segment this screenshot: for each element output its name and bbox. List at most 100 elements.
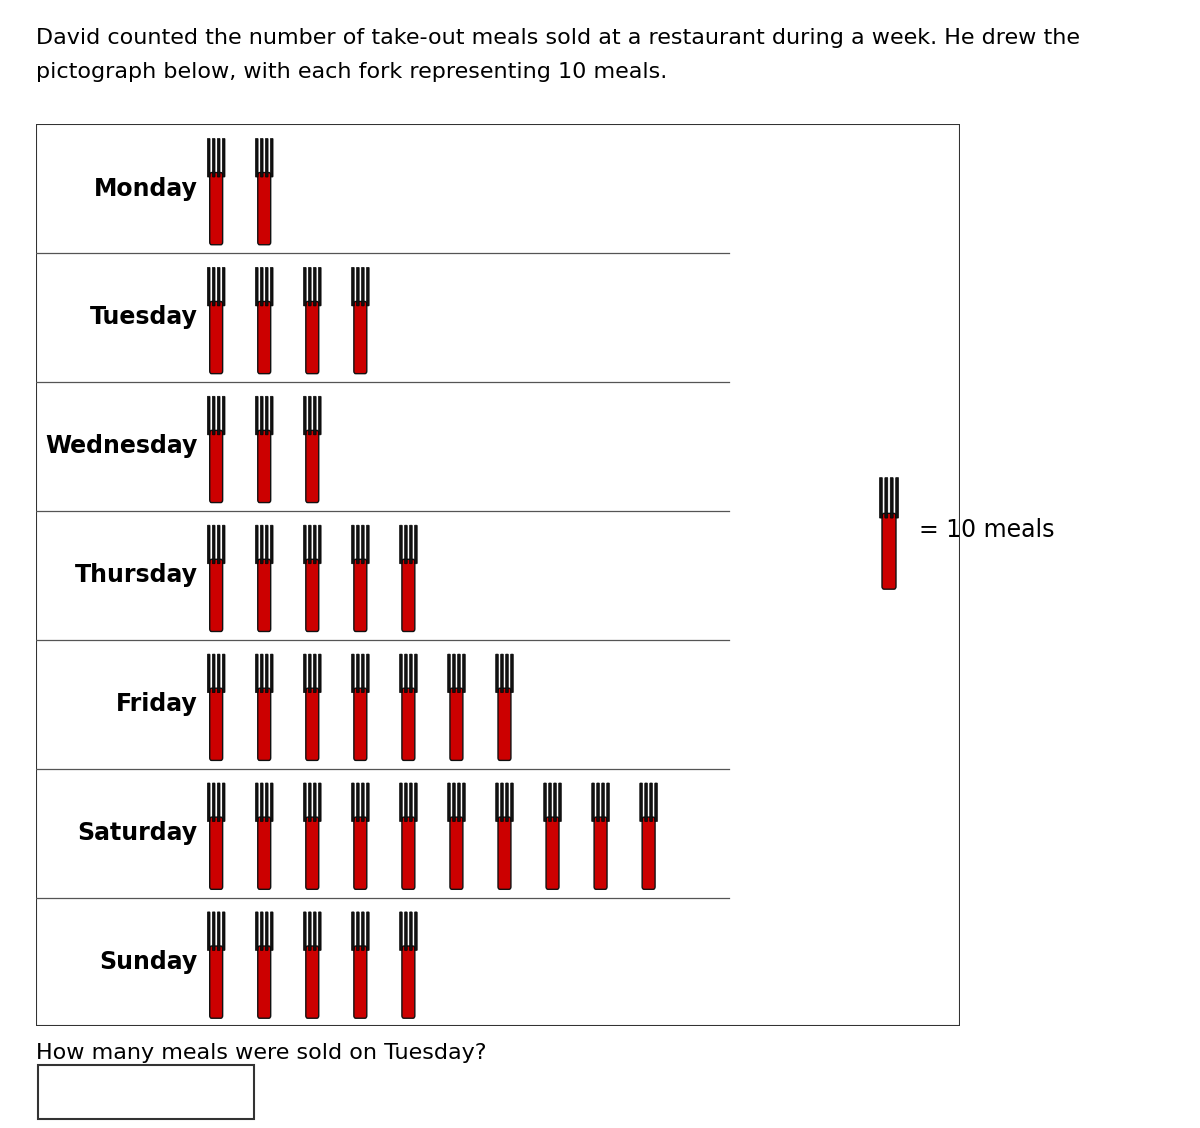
FancyBboxPatch shape [496, 783, 498, 821]
FancyBboxPatch shape [318, 911, 322, 951]
FancyBboxPatch shape [304, 526, 306, 564]
Text: Tuesday: Tuesday [90, 306, 198, 329]
FancyBboxPatch shape [318, 396, 322, 435]
FancyBboxPatch shape [354, 688, 367, 760]
FancyBboxPatch shape [404, 654, 407, 693]
FancyBboxPatch shape [260, 396, 263, 435]
FancyBboxPatch shape [304, 911, 306, 951]
FancyBboxPatch shape [306, 559, 319, 632]
FancyBboxPatch shape [366, 783, 370, 821]
FancyBboxPatch shape [208, 911, 210, 951]
FancyBboxPatch shape [265, 526, 268, 564]
FancyBboxPatch shape [402, 946, 415, 1019]
FancyBboxPatch shape [308, 911, 311, 951]
FancyBboxPatch shape [217, 783, 220, 821]
Text: Saturday: Saturday [78, 821, 198, 845]
FancyBboxPatch shape [498, 817, 511, 889]
FancyBboxPatch shape [217, 911, 220, 951]
FancyBboxPatch shape [222, 267, 226, 306]
FancyBboxPatch shape [414, 526, 418, 564]
FancyBboxPatch shape [258, 431, 271, 503]
FancyBboxPatch shape [880, 477, 882, 518]
FancyBboxPatch shape [404, 526, 407, 564]
FancyBboxPatch shape [361, 783, 365, 821]
FancyBboxPatch shape [258, 817, 271, 889]
FancyBboxPatch shape [306, 688, 319, 760]
FancyBboxPatch shape [601, 783, 605, 821]
FancyBboxPatch shape [354, 559, 367, 632]
FancyBboxPatch shape [354, 817, 367, 889]
FancyBboxPatch shape [222, 139, 226, 177]
Text: How many meals were sold on Tuesday?: How many meals were sold on Tuesday? [36, 1043, 486, 1064]
FancyBboxPatch shape [222, 396, 226, 435]
Text: Monday: Monday [94, 177, 198, 201]
FancyBboxPatch shape [313, 396, 316, 435]
FancyBboxPatch shape [306, 946, 319, 1019]
FancyBboxPatch shape [210, 946, 223, 1019]
FancyBboxPatch shape [270, 396, 274, 435]
FancyBboxPatch shape [258, 301, 271, 373]
FancyBboxPatch shape [217, 139, 220, 177]
FancyBboxPatch shape [308, 267, 311, 306]
FancyBboxPatch shape [217, 654, 220, 693]
FancyBboxPatch shape [402, 688, 415, 760]
FancyBboxPatch shape [308, 783, 311, 821]
FancyBboxPatch shape [318, 526, 322, 564]
FancyBboxPatch shape [882, 513, 896, 589]
FancyBboxPatch shape [270, 526, 274, 564]
FancyBboxPatch shape [462, 783, 466, 821]
FancyBboxPatch shape [256, 396, 258, 435]
Text: = 10 meals: = 10 meals [919, 518, 1055, 543]
FancyBboxPatch shape [258, 559, 271, 632]
FancyBboxPatch shape [553, 783, 557, 821]
FancyBboxPatch shape [260, 267, 263, 306]
FancyBboxPatch shape [265, 783, 268, 821]
FancyBboxPatch shape [448, 654, 450, 693]
FancyBboxPatch shape [212, 911, 215, 951]
FancyBboxPatch shape [366, 267, 370, 306]
FancyBboxPatch shape [505, 654, 509, 693]
FancyBboxPatch shape [500, 783, 503, 821]
FancyBboxPatch shape [313, 526, 316, 564]
Text: Wednesday: Wednesday [46, 434, 198, 458]
FancyBboxPatch shape [210, 559, 223, 632]
FancyBboxPatch shape [256, 526, 258, 564]
FancyBboxPatch shape [258, 173, 271, 245]
FancyBboxPatch shape [404, 911, 407, 951]
FancyBboxPatch shape [655, 783, 658, 821]
FancyBboxPatch shape [313, 911, 316, 951]
FancyBboxPatch shape [462, 654, 466, 693]
FancyBboxPatch shape [318, 783, 322, 821]
FancyBboxPatch shape [306, 817, 319, 889]
FancyBboxPatch shape [208, 654, 210, 693]
FancyBboxPatch shape [208, 267, 210, 306]
FancyBboxPatch shape [414, 911, 418, 951]
FancyBboxPatch shape [546, 817, 559, 889]
FancyBboxPatch shape [884, 477, 888, 518]
FancyBboxPatch shape [260, 654, 263, 693]
FancyBboxPatch shape [452, 654, 455, 693]
Text: Sunday: Sunday [100, 950, 198, 973]
FancyBboxPatch shape [354, 301, 367, 373]
FancyBboxPatch shape [596, 783, 600, 821]
FancyBboxPatch shape [361, 267, 365, 306]
FancyBboxPatch shape [452, 783, 455, 821]
FancyBboxPatch shape [212, 526, 215, 564]
FancyBboxPatch shape [313, 654, 316, 693]
FancyBboxPatch shape [409, 911, 413, 951]
FancyBboxPatch shape [256, 654, 258, 693]
FancyBboxPatch shape [500, 654, 503, 693]
FancyBboxPatch shape [265, 267, 268, 306]
FancyBboxPatch shape [306, 301, 319, 373]
FancyBboxPatch shape [457, 783, 461, 821]
FancyBboxPatch shape [356, 911, 359, 951]
FancyBboxPatch shape [258, 946, 271, 1019]
FancyBboxPatch shape [414, 783, 418, 821]
FancyBboxPatch shape [510, 783, 514, 821]
FancyBboxPatch shape [222, 911, 226, 951]
FancyBboxPatch shape [354, 946, 367, 1019]
FancyBboxPatch shape [222, 783, 226, 821]
FancyBboxPatch shape [448, 783, 450, 821]
FancyBboxPatch shape [260, 911, 263, 951]
FancyBboxPatch shape [270, 654, 274, 693]
